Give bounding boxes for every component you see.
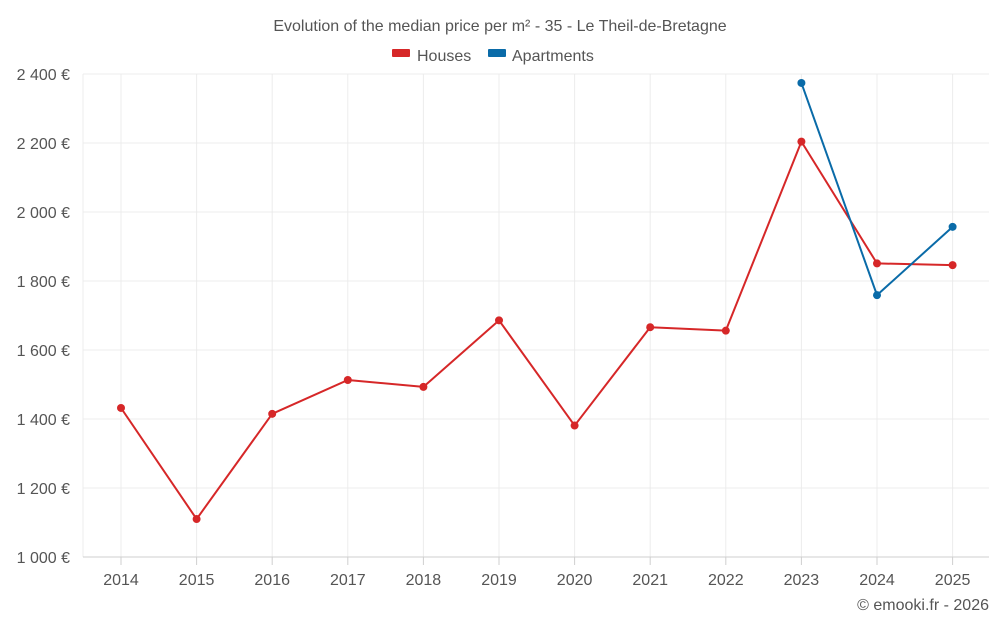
y-tick-label: 1 000 €	[17, 550, 70, 567]
x-tick-label: 2021	[632, 572, 668, 589]
series	[117, 78, 957, 524]
series-apartments	[797, 78, 957, 300]
y-tick-label: 1 400 €	[17, 412, 70, 429]
y-tick-label: 1 200 €	[17, 481, 70, 498]
credit-text: © emooki.fr - 2026	[857, 597, 989, 614]
x-tick-label: 2019	[481, 572, 517, 589]
data-point-apartments-2025[interactable]	[948, 222, 957, 231]
series-line-houses	[120, 140, 953, 521]
x-tick-label: 2015	[179, 572, 215, 589]
legend-swatch-apartments[interactable]	[488, 49, 506, 57]
data-point-houses-2014[interactable]	[117, 403, 125, 412]
y-tick-label: 1 600 €	[17, 343, 70, 360]
x-tick-label: 2016	[254, 572, 290, 589]
x-tick-label: 2023	[784, 572, 820, 589]
x-tick-label: 2017	[330, 572, 366, 589]
grid	[83, 73, 989, 557]
data-point-houses-2018[interactable]	[419, 382, 428, 391]
x-tick-label: 2022	[708, 572, 744, 589]
chart-title: Evolution of the median price per m² - 3…	[273, 18, 726, 35]
data-point-houses-2022[interactable]	[721, 326, 730, 335]
y-tick-label: 2 000 €	[17, 205, 70, 222]
data-point-houses-2024[interactable]	[873, 259, 881, 268]
data-point-houses-2015[interactable]	[192, 515, 201, 524]
data-point-houses-2025[interactable]	[948, 261, 957, 270]
series-houses	[117, 137, 957, 524]
data-point-houses-2021[interactable]	[646, 323, 655, 332]
x-tick-label: 2024	[859, 572, 895, 589]
x-tick-label: 2020	[557, 572, 593, 589]
data-point-apartments-2024[interactable]	[873, 291, 881, 300]
data-point-apartments-2023[interactable]	[797, 78, 806, 87]
y-tick-label: 2 400 €	[17, 67, 70, 84]
x-tick-label: 2014	[103, 572, 139, 589]
data-point-houses-2020[interactable]	[570, 421, 579, 430]
data-point-houses-2016[interactable]	[268, 409, 277, 418]
data-point-houses-2017[interactable]	[343, 376, 352, 385]
legend-swatch-houses[interactable]	[392, 49, 410, 57]
data-point-houses-2019[interactable]	[495, 316, 503, 325]
legend-label-houses[interactable]: Houses	[417, 48, 471, 65]
x-tick-label: 2018	[406, 572, 442, 589]
y-tick-label: 2 200 €	[17, 136, 70, 153]
legend: Houses Apartments	[392, 48, 594, 65]
y-tick-label: 1 800 €	[17, 274, 70, 291]
data-point-houses-2023[interactable]	[797, 137, 806, 146]
x-tick-label: 2025	[935, 572, 971, 589]
axes: 1 000 € 1 200 € 1 400 € 1 600 € 1 800 € 2 000…	[17, 67, 989, 589]
legend-label-apartments[interactable]: Apartments	[512, 48, 594, 65]
